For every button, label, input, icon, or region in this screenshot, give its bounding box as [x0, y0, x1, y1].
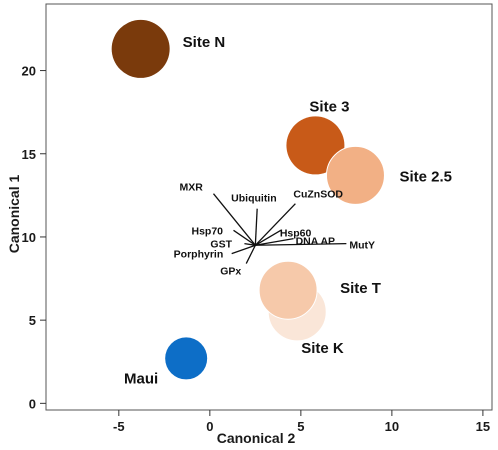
vector-label: MXR	[179, 182, 203, 194]
vector-label: Hsp60	[280, 227, 312, 239]
biplot-vector	[212, 193, 256, 246]
site-label: Maui	[124, 370, 158, 387]
y-tick-label: 10	[22, 230, 36, 245]
vector-label: MutY	[349, 240, 375, 252]
site-point	[286, 116, 345, 175]
x-tick-label: 5	[297, 419, 304, 434]
vector-label: Porphyrin	[174, 249, 224, 261]
x-tick-label: 0	[206, 419, 213, 434]
x-tick-label: -5	[113, 419, 125, 434]
site-label: Site 2.5	[399, 168, 452, 185]
y-tick-label: 20	[22, 64, 36, 79]
vector-label: Ubiquitin	[231, 193, 277, 205]
labels: Site N Site 3 Site 2.5 Site K Site T Maui MXR U…	[124, 34, 452, 387]
biplot-vector	[244, 242, 256, 246]
biplot-vector	[254, 203, 296, 246]
biplot-vector	[231, 244, 256, 255]
vector-label: Hsp70	[192, 225, 224, 237]
plot-frame	[45, 3, 493, 411]
site-label: Site N	[183, 34, 226, 51]
biplot-vectors	[212, 193, 347, 264]
biplot-vector	[255, 229, 282, 246]
biplot-vector	[255, 237, 294, 246]
site-point	[111, 19, 170, 78]
site-point	[325, 145, 385, 205]
x-axis-title: Canonical 2	[217, 430, 296, 446]
biplot-vector	[245, 244, 256, 264]
site-label: Site K	[301, 340, 344, 357]
biplot-vector	[254, 208, 258, 246]
x-tick-label: 10	[385, 419, 399, 434]
y-axis-title: Canonical 1	[6, 175, 22, 254]
biplot-vector	[255, 242, 347, 246]
site-point	[258, 260, 318, 320]
vector-label: DNA AP	[296, 236, 335, 248]
site-label: Site 3	[309, 98, 349, 115]
site-label: Site T	[340, 280, 381, 297]
y-tick-label: 5	[29, 313, 36, 328]
x-tick-label: 15	[476, 419, 490, 434]
y-tick-label: 0	[29, 396, 36, 411]
y-tick-label: 15	[22, 147, 36, 162]
site-points	[111, 19, 385, 380]
axes: -5 0 5 10 15 0 5 10 15 20	[22, 3, 493, 434]
vector-label: GPx	[220, 266, 241, 278]
vector-label: GST	[210, 239, 232, 251]
vector-label: CuZnSOD	[293, 189, 343, 201]
biplot-vector	[233, 229, 256, 246]
site-point	[165, 337, 208, 380]
